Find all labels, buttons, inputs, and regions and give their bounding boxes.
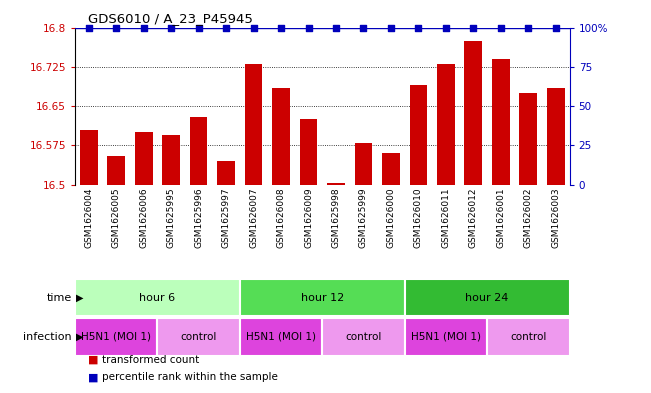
Text: ■: ■: [88, 354, 98, 365]
Text: GSM1626010: GSM1626010: [414, 187, 423, 248]
Point: [111, 24, 121, 31]
Text: GSM1625998: GSM1625998: [331, 187, 340, 248]
Bar: [299, 119, 318, 185]
Bar: [245, 64, 262, 185]
Bar: [189, 117, 208, 185]
Point: [221, 24, 231, 31]
Text: GSM1626009: GSM1626009: [304, 187, 313, 248]
Text: GSM1626004: GSM1626004: [84, 187, 93, 248]
Bar: [465, 40, 482, 185]
Bar: [75, 318, 158, 356]
Point: [276, 24, 286, 31]
Text: GSM1626008: GSM1626008: [277, 187, 286, 248]
Point: [413, 24, 424, 31]
Text: hour 6: hour 6: [139, 293, 175, 303]
Bar: [322, 318, 405, 356]
Point: [303, 24, 314, 31]
Bar: [217, 161, 235, 185]
Point: [523, 24, 534, 31]
Point: [468, 24, 478, 31]
Point: [358, 24, 368, 31]
Text: GSM1626011: GSM1626011: [441, 187, 450, 248]
Bar: [135, 132, 152, 185]
Point: [139, 24, 149, 31]
Point: [193, 24, 204, 31]
Bar: [327, 183, 345, 185]
Bar: [272, 88, 290, 185]
Text: ■: ■: [88, 372, 98, 382]
Text: control: control: [345, 332, 381, 342]
Text: ▶: ▶: [76, 293, 84, 303]
Bar: [409, 85, 427, 185]
Bar: [519, 93, 537, 185]
Text: control: control: [180, 332, 217, 342]
Text: hour 12: hour 12: [301, 293, 344, 303]
Text: GSM1625995: GSM1625995: [167, 187, 176, 248]
Text: GDS6010 / A_23_P45945: GDS6010 / A_23_P45945: [88, 12, 253, 25]
Text: H5N1 (MOI 1): H5N1 (MOI 1): [246, 332, 316, 342]
Text: time: time: [46, 293, 72, 303]
Point: [248, 24, 258, 31]
Text: GSM1626012: GSM1626012: [469, 187, 478, 248]
Text: control: control: [510, 332, 547, 342]
Point: [166, 24, 176, 31]
Bar: [492, 59, 510, 185]
Bar: [79, 130, 98, 185]
Text: GSM1625999: GSM1625999: [359, 187, 368, 248]
Text: GSM1626003: GSM1626003: [551, 187, 561, 248]
Bar: [437, 64, 455, 185]
Text: percentile rank within the sample: percentile rank within the sample: [102, 372, 278, 382]
Text: GSM1626002: GSM1626002: [524, 187, 533, 248]
Point: [551, 24, 561, 31]
Bar: [355, 143, 372, 185]
Bar: [547, 88, 565, 185]
Point: [441, 24, 451, 31]
Text: ▶: ▶: [76, 332, 84, 342]
Text: infection: infection: [23, 332, 72, 342]
Text: transformed count: transformed count: [102, 354, 199, 365]
Bar: [162, 135, 180, 185]
Point: [495, 24, 506, 31]
Text: hour 24: hour 24: [465, 293, 509, 303]
Text: GSM1626006: GSM1626006: [139, 187, 148, 248]
Bar: [240, 318, 322, 356]
Text: GSM1626000: GSM1626000: [387, 187, 395, 248]
Text: H5N1 (MOI 1): H5N1 (MOI 1): [81, 332, 151, 342]
Point: [331, 24, 341, 31]
Bar: [240, 279, 405, 316]
Text: H5N1 (MOI 1): H5N1 (MOI 1): [411, 332, 481, 342]
Bar: [405, 279, 570, 316]
Point: [83, 24, 94, 31]
Text: GSM1626007: GSM1626007: [249, 187, 258, 248]
Bar: [405, 318, 487, 356]
Bar: [75, 279, 240, 316]
Bar: [107, 156, 125, 185]
Bar: [158, 318, 240, 356]
Text: GSM1625996: GSM1625996: [194, 187, 203, 248]
Point: [386, 24, 396, 31]
Bar: [382, 153, 400, 185]
Bar: [487, 318, 570, 356]
Text: GSM1626001: GSM1626001: [497, 187, 505, 248]
Text: GSM1626005: GSM1626005: [111, 187, 120, 248]
Text: GSM1625997: GSM1625997: [221, 187, 230, 248]
